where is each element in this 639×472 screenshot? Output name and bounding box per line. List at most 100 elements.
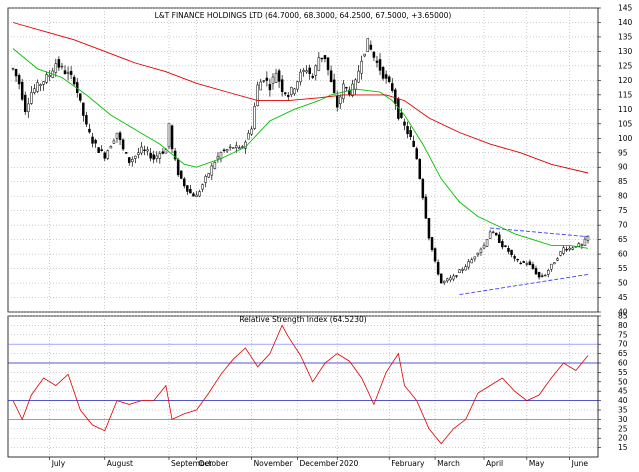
trendline (459, 273, 589, 296)
price-y-tick-label: 100 (618, 134, 633, 143)
candle-body (342, 83, 345, 100)
candle-body (79, 93, 82, 101)
candle-body (241, 146, 244, 148)
candle-body (406, 126, 409, 135)
candle-body (467, 261, 470, 268)
moving-average-long-line (12, 22, 589, 174)
rsi-y-tick-label: 75 (618, 330, 628, 339)
price-chart-title: L&T FINANCE HOLDINGS LTD (64.7000, 68.30… (155, 11, 452, 20)
candle-body (155, 155, 158, 159)
candle-body (565, 248, 568, 251)
candle-body (546, 270, 550, 275)
price-y-tick-label: 135 (618, 32, 633, 41)
rsi-y-tick-label: 40 (618, 396, 628, 405)
candle-body (146, 149, 149, 152)
candle-body (207, 173, 210, 178)
x-tick-label: November (254, 459, 294, 468)
rsi-y-tick-label: 20 (618, 434, 628, 443)
candle-body (537, 271, 541, 278)
candle-body (415, 148, 418, 160)
price-plot-area (7, 7, 599, 313)
candle-body (305, 70, 308, 73)
rsi-y-tick-label: 30 (618, 415, 628, 424)
price-y-tick-label: 55 (618, 264, 628, 273)
candle-body (320, 57, 324, 60)
candle-body (20, 81, 24, 100)
candle-body (253, 106, 256, 129)
price-grid (8, 7, 598, 313)
candle-body (259, 81, 262, 91)
rsi-reference-lines (8, 343, 598, 420)
candle-body (498, 234, 501, 244)
candle-body (134, 155, 137, 159)
candle-body (280, 79, 284, 92)
x-tick-label: 2020 (339, 459, 358, 468)
price-y-tick-label: 85 (618, 177, 628, 186)
candle-body (317, 57, 321, 71)
candle-body (556, 258, 559, 261)
candle-body (299, 71, 302, 83)
candle-body (516, 258, 519, 261)
candle-body (36, 82, 39, 92)
candle-body (443, 280, 446, 283)
candle-body (143, 149, 146, 151)
candle-body (189, 188, 192, 194)
price-y-tick-label: 70 (618, 221, 628, 230)
candle-body (228, 146, 232, 149)
x-tick-label: June (571, 459, 589, 468)
candle-body (265, 77, 269, 81)
candle-body (72, 76, 76, 85)
candle-body (562, 247, 565, 254)
candle-body (531, 264, 535, 269)
candle-body (39, 84, 42, 87)
price-y-tick-label: 120 (618, 76, 633, 85)
candle-body (250, 128, 253, 135)
candle-body (427, 218, 431, 239)
candle-body (192, 193, 195, 197)
candle-body (345, 87, 348, 89)
candle-body (109, 146, 113, 149)
candle-body (534, 268, 538, 275)
candle-body (461, 269, 464, 271)
candle-body (308, 67, 311, 74)
candle-body (293, 88, 296, 94)
candle-body (137, 152, 140, 155)
price-moving-averages (12, 22, 589, 249)
candle-body (152, 154, 155, 160)
candle-body (88, 128, 91, 133)
candle-body (225, 149, 229, 152)
rsi-y-tick-label: 55 (618, 368, 628, 377)
candle-body (118, 132, 122, 140)
rsi-y-tick-label: 45 (618, 387, 628, 396)
candle-body (473, 256, 477, 260)
candle-body (583, 238, 587, 246)
candle-body (173, 150, 177, 160)
x-tick-label: April (486, 459, 503, 468)
candle-body (97, 147, 100, 153)
rsi-chart-title: Relative Strength Index (64.5230) (239, 315, 366, 324)
candle-body (124, 152, 128, 154)
candle-body (121, 139, 125, 150)
candle-body (394, 89, 397, 105)
candle-body (326, 57, 330, 71)
candle-body (571, 247, 574, 250)
candle-body (85, 115, 88, 125)
candle-body (11, 68, 15, 70)
rsi-y-tick-label: 65 (618, 349, 628, 358)
candle-body (283, 92, 287, 95)
candle-body (553, 262, 556, 265)
candle-body (167, 123, 171, 148)
rsi-y-tick-label: 50 (618, 377, 628, 386)
candle-body (302, 70, 305, 72)
price-y-tick-label: 50 (618, 279, 628, 288)
candle-body (525, 263, 529, 265)
candle-body (354, 79, 357, 90)
candle-body (198, 191, 201, 197)
candle-body (369, 44, 373, 50)
candle-body (161, 151, 165, 154)
candle-body (504, 245, 507, 247)
candle-body (329, 70, 333, 83)
